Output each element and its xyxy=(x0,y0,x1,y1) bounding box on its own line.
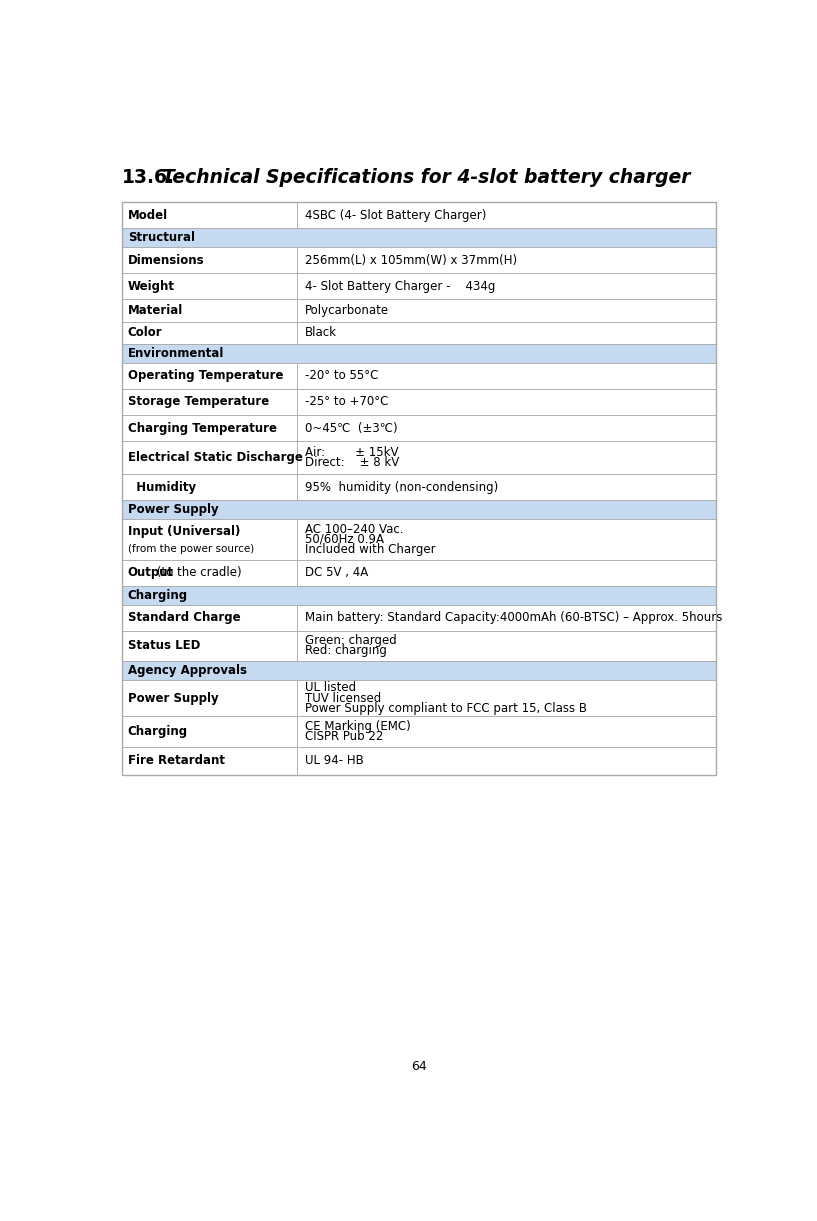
Text: Included with Charger: Included with Charger xyxy=(305,543,435,556)
Bar xyxy=(122,661,716,680)
Bar xyxy=(122,388,297,415)
Text: 95%  humidity (non-condensing): 95% humidity (non-condensing) xyxy=(305,481,498,493)
Bar xyxy=(297,559,716,586)
Bar xyxy=(297,441,716,474)
Bar xyxy=(122,474,297,501)
Bar xyxy=(297,201,716,228)
Text: Charging Temperature: Charging Temperature xyxy=(127,421,277,435)
Text: Color: Color xyxy=(127,326,163,339)
Text: Air:        ± 15kV: Air: ± 15kV xyxy=(305,446,398,459)
Text: Output: Output xyxy=(127,567,174,579)
Bar xyxy=(122,344,716,363)
Bar xyxy=(122,299,297,321)
Text: Power Supply: Power Supply xyxy=(127,503,218,516)
Bar xyxy=(297,321,716,344)
Text: UL 94- HB: UL 94- HB xyxy=(305,755,364,768)
Bar xyxy=(297,415,716,441)
Text: Agency Approvals: Agency Approvals xyxy=(127,664,247,676)
Bar xyxy=(297,247,716,274)
Text: Material: Material xyxy=(127,304,183,317)
Text: Storage Temperature: Storage Temperature xyxy=(127,396,269,409)
Bar xyxy=(297,363,716,388)
Bar xyxy=(297,274,716,299)
Text: Power Supply: Power Supply xyxy=(127,691,218,705)
Bar xyxy=(122,519,297,559)
Text: Status LED: Status LED xyxy=(127,640,200,652)
Text: Operating Temperature: Operating Temperature xyxy=(127,369,283,382)
Text: 0~45℃  (±3℃): 0~45℃ (±3℃) xyxy=(305,421,397,435)
Text: Input (Universal): Input (Universal) xyxy=(127,525,240,537)
Text: UL listed: UL listed xyxy=(305,681,355,695)
Text: CISPR Pub 22: CISPR Pub 22 xyxy=(305,730,383,744)
Text: Fire Retardant: Fire Retardant xyxy=(127,755,225,768)
Text: Main battery: Standard Capacity:4000mAh (60-BTSC) – Approx. 5hours: Main battery: Standard Capacity:4000mAh … xyxy=(305,612,722,624)
Text: Humidity: Humidity xyxy=(127,481,196,493)
Text: Dimensions: Dimensions xyxy=(127,254,204,266)
Text: Structural: Structural xyxy=(127,231,194,244)
Bar xyxy=(297,388,716,415)
Text: TUV licensed: TUV licensed xyxy=(305,691,381,705)
Text: 4- Slot Battery Charger -    434g: 4- Slot Battery Charger - 434g xyxy=(305,280,495,293)
Bar xyxy=(122,228,716,247)
Bar xyxy=(297,604,716,631)
Text: Technical Specifications for 4-slot battery charger: Technical Specifications for 4-slot batt… xyxy=(162,168,690,187)
Bar xyxy=(122,717,297,746)
Bar xyxy=(122,441,297,474)
Bar xyxy=(122,559,297,586)
Bar xyxy=(122,415,297,441)
Text: Weight: Weight xyxy=(127,280,175,293)
Text: Green: charged: Green: charged xyxy=(305,634,396,647)
Text: 64: 64 xyxy=(411,1060,426,1073)
Text: Black: Black xyxy=(305,326,337,339)
Bar xyxy=(122,321,297,344)
Bar xyxy=(297,519,716,559)
Text: Red: charging: Red: charging xyxy=(305,645,386,657)
Bar xyxy=(297,631,716,661)
Text: Direct:    ± 8 kV: Direct: ± 8 kV xyxy=(305,457,399,469)
Bar xyxy=(297,746,716,775)
Bar xyxy=(122,604,297,631)
Text: Charging: Charging xyxy=(127,589,188,602)
Text: -20° to 55°C: -20° to 55°C xyxy=(305,369,378,382)
Bar xyxy=(297,299,716,321)
Text: (to the cradle): (to the cradle) xyxy=(154,567,242,579)
Text: 256mm(L) x 105mm(W) x 37mm(H): 256mm(L) x 105mm(W) x 37mm(H) xyxy=(305,254,516,266)
Bar xyxy=(122,501,716,519)
Text: DC 5V , 4A: DC 5V , 4A xyxy=(305,567,368,579)
Bar xyxy=(297,680,716,717)
Text: 50/60Hz 0.9A: 50/60Hz 0.9A xyxy=(305,532,384,546)
Text: Polycarbonate: Polycarbonate xyxy=(305,304,389,317)
Text: 4SBC (4- Slot Battery Charger): 4SBC (4- Slot Battery Charger) xyxy=(305,209,486,221)
Bar xyxy=(297,717,716,746)
Text: (from the power source): (from the power source) xyxy=(127,545,254,554)
Bar xyxy=(122,363,297,388)
Text: Environmental: Environmental xyxy=(127,347,224,360)
Text: Power Supply compliant to FCC part 15, Class B: Power Supply compliant to FCC part 15, C… xyxy=(305,702,587,714)
Bar xyxy=(122,680,297,717)
Text: Standard Charge: Standard Charge xyxy=(127,612,240,624)
Text: Model: Model xyxy=(127,209,167,221)
Text: CE Marking (EMC): CE Marking (EMC) xyxy=(305,720,410,733)
Text: Electrical Static Discharge: Electrical Static Discharge xyxy=(127,451,302,464)
Bar xyxy=(122,631,297,661)
Text: Charging: Charging xyxy=(127,725,188,737)
Bar xyxy=(122,247,297,274)
Text: 13.6.: 13.6. xyxy=(122,168,175,187)
Bar xyxy=(122,201,297,228)
Bar xyxy=(122,586,716,604)
Bar xyxy=(122,746,297,775)
Bar xyxy=(122,274,297,299)
Bar xyxy=(297,474,716,501)
Text: AC 100–240 Vac.: AC 100–240 Vac. xyxy=(305,523,403,536)
Bar xyxy=(122,201,716,775)
Text: -25° to +70°C: -25° to +70°C xyxy=(305,396,388,409)
